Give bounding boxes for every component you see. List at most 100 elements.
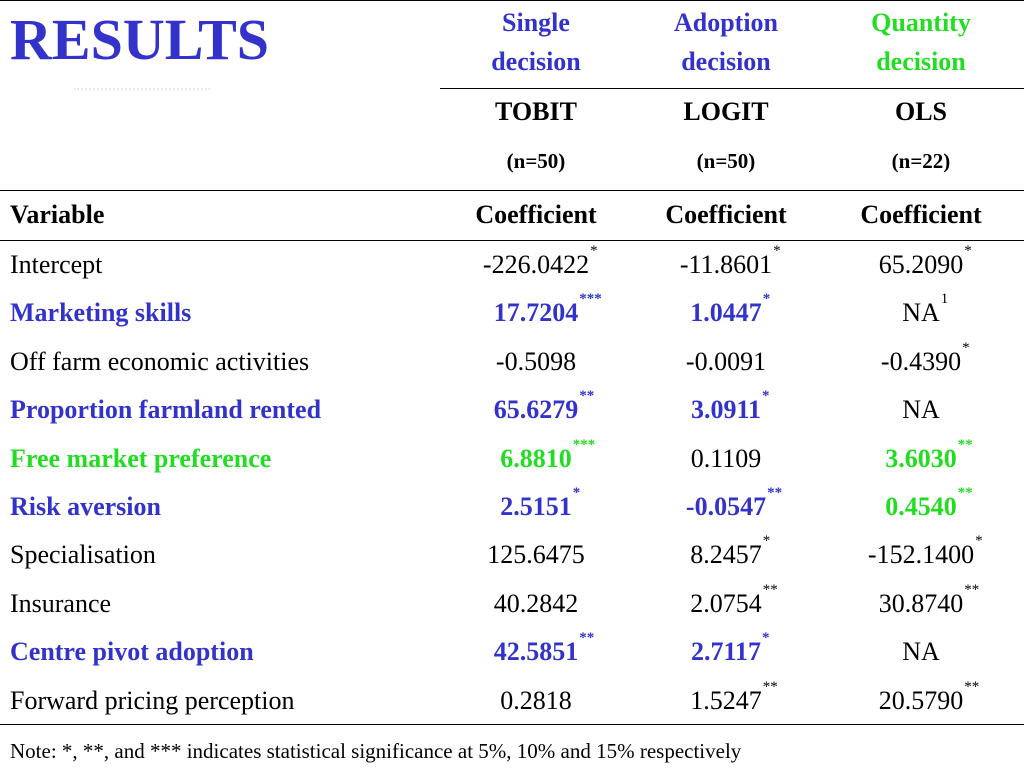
column-decision-line2: decision — [491, 47, 581, 76]
table-cell-coefficient: 0.4540 ** — [826, 485, 1016, 522]
column-decision-line1: Quantity — [871, 8, 971, 37]
column-decision-line1: Adoption — [673, 8, 779, 37]
table-cell-coefficient: NA — [826, 637, 1016, 667]
table-cell-coefficient: 0.2818 — [441, 686, 631, 716]
table-row-variable: Centre pivot adoption — [10, 637, 254, 667]
significance-marker: ** — [767, 485, 783, 501]
variable-header-rule — [0, 240, 1024, 241]
significance-marker: * — [762, 388, 770, 405]
coefficient-value: 0.1109 — [690, 443, 762, 473]
coefficient-value: 42.5851 ** — [493, 630, 595, 667]
coefficient-value: NA — [902, 637, 940, 667]
column-coefficient-header: Coefficient — [860, 200, 982, 229]
table-row-variable: Marketing skills — [10, 298, 192, 328]
table-cell-coefficient: 1.0447 * — [631, 291, 821, 328]
coefficient-value: 2.0754 ** — [690, 581, 778, 618]
table-cell-coefficient: 1.5247 ** — [631, 679, 821, 716]
significance-marker: ** — [957, 485, 973, 501]
significance-marker: * — [762, 291, 771, 308]
coefficient-value: NA — [902, 395, 940, 425]
coefficient-value: 17.7204 *** — [493, 291, 602, 328]
coefficient-value: 2.7117 * — [690, 630, 770, 667]
table-cell-coefficient: NA 1 — [826, 291, 1016, 328]
significance-marker: 1 — [940, 291, 949, 308]
header-rule — [0, 190, 1024, 191]
significance-marker: ** — [762, 678, 778, 695]
significance-marker: ** — [964, 678, 980, 695]
coefficient-value: 0.4540 ** — [885, 485, 973, 522]
column-decision-line2: decision — [876, 47, 966, 76]
table-cell-coefficient: -226.0422 * — [441, 243, 631, 280]
table-cell-coefficient: NA — [826, 395, 1016, 425]
table-cell-coefficient: 65.6279 ** — [441, 388, 631, 425]
coefficient-value: 3.6030 ** — [885, 436, 973, 473]
table-cell-coefficient: 2.0754 ** — [631, 581, 821, 619]
coefficient-value: 6.8810 *** — [500, 436, 596, 473]
table-cell-coefficient: 8.2457 * — [631, 534, 821, 570]
column-method: TOBIT — [495, 97, 577, 126]
title-underline — [74, 88, 210, 90]
table-cell-coefficient: 3.6030 ** — [826, 436, 1016, 474]
slide-title: RESULTS — [10, 7, 270, 72]
column-decision-line2: decision — [681, 47, 771, 76]
column-method: LOGIT — [683, 97, 769, 126]
coefficient-value: -226.0422 * — [482, 243, 598, 280]
coefficient-value: 3.0911 * — [690, 388, 770, 425]
bottom-rule — [0, 724, 1024, 725]
coefficient-value: -0.4390 * — [880, 339, 970, 376]
coefficient-value: 2.5151 * — [500, 485, 581, 522]
table-cell-coefficient: -152.1400 * — [826, 533, 1016, 570]
coefficient-value: 20.5790 ** — [878, 678, 980, 715]
table-row-variable: Insurance — [10, 588, 112, 618]
significance-marker: * — [590, 243, 598, 259]
column-coefficient-header: Coefficient — [475, 200, 597, 229]
significance-marker: * — [572, 485, 581, 501]
significance-marker: *** — [572, 436, 596, 453]
significance-marker: ** — [762, 581, 778, 598]
table-cell-coefficient: 65.2090 * — [826, 243, 1016, 280]
table-cell-coefficient: 40.2842 — [441, 589, 631, 619]
table-cell-coefficient: 3.0911 * — [631, 388, 821, 425]
table-cell-coefficient: -0.4390 * — [826, 339, 1016, 377]
coefficient-value: -0.0091 — [685, 346, 767, 376]
coefficient-value: 40.2842 — [493, 588, 579, 618]
coefficient-value: NA 1 — [902, 291, 949, 328]
significance-marker: ** — [964, 581, 980, 598]
coefficient-value: 125.6475 — [487, 540, 585, 570]
coefficient-value: 65.6279 ** — [493, 388, 595, 425]
significance-marker: ** — [957, 436, 973, 453]
table-cell-coefficient: -11.8601 * — [631, 243, 821, 280]
column-sample-size: (n=22) — [891, 149, 951, 173]
significance-marker: * — [975, 533, 983, 550]
significance-marker: * — [773, 243, 781, 259]
table-cell-coefficient: -0.5098 — [441, 347, 631, 377]
table-cell-coefficient: 2.7117 * — [631, 630, 821, 667]
table-row-variable: Intercept — [10, 250, 103, 279]
table-cell-coefficient: 125.6475 — [441, 540, 631, 570]
top-rule — [0, 0, 1024, 1]
table-cell-coefficient: 6.8810 *** — [441, 436, 631, 474]
table-row-variable: Off farm economic activities — [10, 346, 310, 376]
column-method: OLS — [894, 97, 948, 126]
coefficient-value: -11.8601 * — [679, 243, 781, 280]
table-cell-coefficient: -0.0547 ** — [631, 485, 821, 522]
significance-marker: * — [962, 339, 970, 356]
table-row-variable: Risk aversion — [10, 492, 161, 521]
table-cell-coefficient: 0.1109 — [631, 444, 821, 474]
variable-header: Variable — [10, 200, 105, 229]
coefficient-value: 30.8740 ** — [878, 581, 980, 618]
significance-note: Note: *, **, and *** indicates statistic… — [10, 739, 742, 763]
table-cell-coefficient: 2.5151 * — [441, 485, 631, 522]
significance-marker: ** — [579, 630, 595, 647]
coefficient-value: 1.0447 * — [690, 291, 771, 328]
table-row-variable: Proportion farmland rented — [10, 395, 322, 425]
coefficient-value: -152.1400 * — [867, 533, 983, 570]
column-sample-size: (n=50) — [506, 149, 566, 173]
table-row-variable: Specialisation — [10, 540, 156, 570]
coefficient-value: 0.2818 — [500, 685, 572, 715]
significance-marker: ** — [579, 388, 595, 405]
coefficient-value: 65.2090 * — [878, 243, 972, 280]
coefficient-value: -0.0547 ** — [685, 485, 783, 522]
table-cell-coefficient: 42.5851 ** — [441, 630, 631, 667]
significance-marker: * — [964, 243, 972, 259]
